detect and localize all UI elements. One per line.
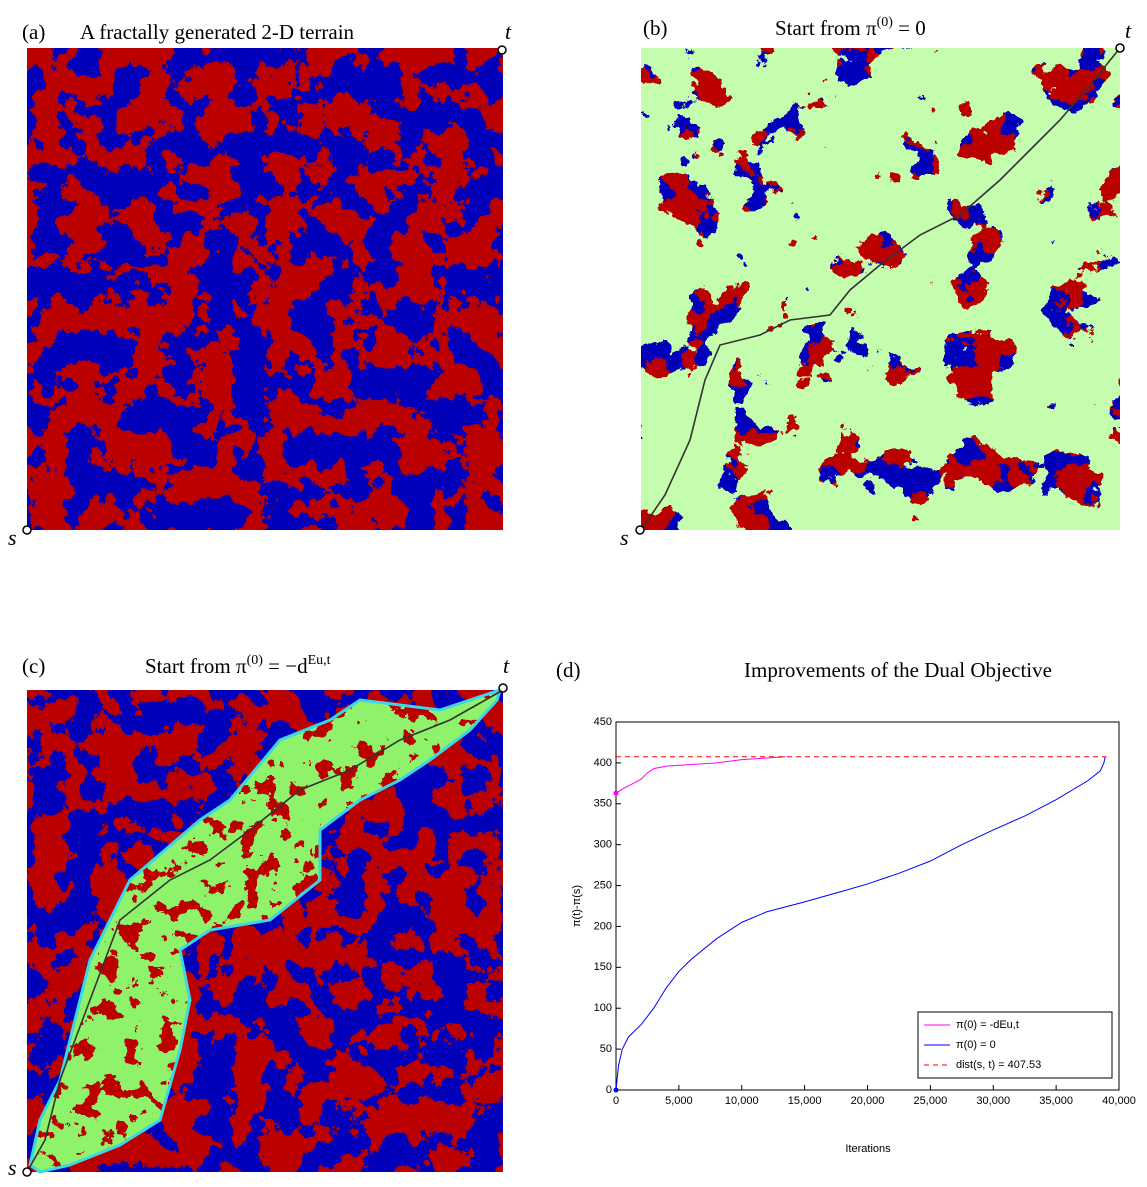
title-part: A fractally generated 2-D terrain (80, 20, 355, 44)
end-label: t (503, 653, 510, 678)
end-node (498, 683, 508, 693)
start-point (613, 790, 619, 796)
panel-b: (b) Start from π(0) = 0 s t (620, 15, 1132, 550)
shortest-path (640, 47, 1121, 531)
y-axis-label: π(t)-π(s) (571, 885, 583, 927)
x-tick-label: 30,000 (976, 1095, 1010, 1107)
x-tick-label: 25,000 (914, 1095, 948, 1107)
legend-label: dist(s, t) = 407.53 (956, 1059, 1041, 1071)
series-line (615, 756, 1106, 1091)
y-tick-label: 300 (594, 839, 612, 851)
chart-title: Improvements of the Dual Objective (744, 658, 1052, 682)
title-part: Start from π (145, 654, 247, 678)
start-node (635, 525, 645, 535)
legend-label: π(0) = -dEu,t (956, 1019, 1019, 1031)
x-tick-label: 10,000 (725, 1095, 759, 1107)
panel-title: Start from π(0) = 0 (775, 15, 926, 40)
title-part: (0) (877, 15, 894, 30)
line-chart: (d) Improvements of the Dual Objective I… (556, 658, 1136, 1155)
y-tick-label: 200 (594, 920, 612, 932)
start-label: s (8, 525, 17, 550)
start-label: s (8, 1155, 17, 1180)
panel-label: (d) (556, 658, 581, 682)
x-tick-label: 0 (613, 1095, 619, 1107)
y-tick-label: 50 (600, 1043, 612, 1055)
end-node (1115, 43, 1125, 53)
x-tick-label: 20,000 (851, 1095, 885, 1107)
title-part: Start from π (775, 16, 877, 40)
end-node (497, 45, 507, 55)
title-part: = 0 (893, 16, 926, 40)
shortest-path (26, 689, 504, 1173)
series-line (615, 756, 786, 794)
panel-label: (b) (643, 16, 668, 40)
y-tick-label: 100 (594, 1002, 612, 1014)
panel-a: (a) A fractally generated 2-D terrain s … (8, 19, 512, 550)
y-tick-label: 150 (594, 961, 612, 973)
region-edge (28, 687, 503, 1174)
panel-title: Start from π(0) = −dEu,t (145, 653, 331, 678)
legend-box (917, 1011, 1113, 1079)
y-tick-label: 250 (594, 879, 612, 891)
start-label: s (620, 525, 629, 550)
end-label: t (1125, 18, 1132, 43)
title-part: Eu,t (308, 653, 331, 668)
start-node (22, 1167, 32, 1177)
panel-title: A fractally generated 2-D terrain (80, 20, 355, 44)
legend-label: π(0) = 0 (956, 1039, 996, 1051)
x-tick-label: 35,000 (1039, 1095, 1073, 1107)
y-tick-label: 0 (606, 1084, 612, 1096)
title-part: = −d (263, 654, 308, 678)
panel-label: (c) (22, 654, 45, 678)
x-tick-label: 40,000 (1102, 1095, 1136, 1107)
end-label: t (505, 19, 512, 44)
panel-label: (a) (22, 20, 45, 44)
terrain (27, 48, 503, 530)
y-tick-label: 400 (594, 757, 612, 769)
explored-region (641, 48, 1120, 530)
y-tick-label: 350 (594, 798, 612, 810)
y-tick-label: 450 (594, 716, 612, 728)
x-tick-label: 15,000 (788, 1095, 822, 1107)
x-axis-label: Iterations (845, 1143, 891, 1155)
title-part: (0) (247, 653, 264, 668)
start-node (22, 525, 32, 535)
x-tick-label: 5,000 (665, 1095, 693, 1107)
start-point (613, 1087, 619, 1093)
panel-c: (c) Start from π(0) = −dEu,t t s t (8, 653, 510, 1180)
